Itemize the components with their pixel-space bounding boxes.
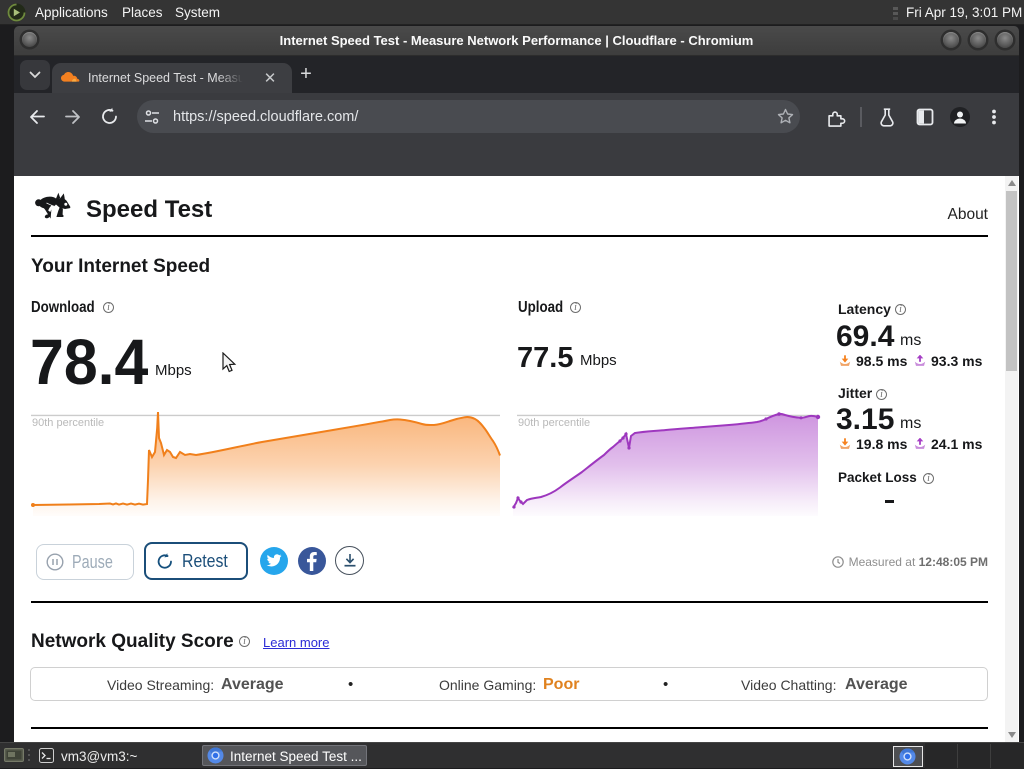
svg-text:90th percentile: 90th percentile	[32, 417, 104, 429]
svg-text:90th percentile: 90th percentile	[518, 417, 590, 429]
